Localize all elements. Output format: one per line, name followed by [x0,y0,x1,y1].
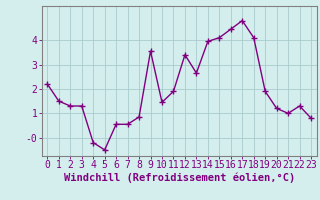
X-axis label: Windchill (Refroidissement éolien,°C): Windchill (Refroidissement éolien,°C) [64,173,295,183]
